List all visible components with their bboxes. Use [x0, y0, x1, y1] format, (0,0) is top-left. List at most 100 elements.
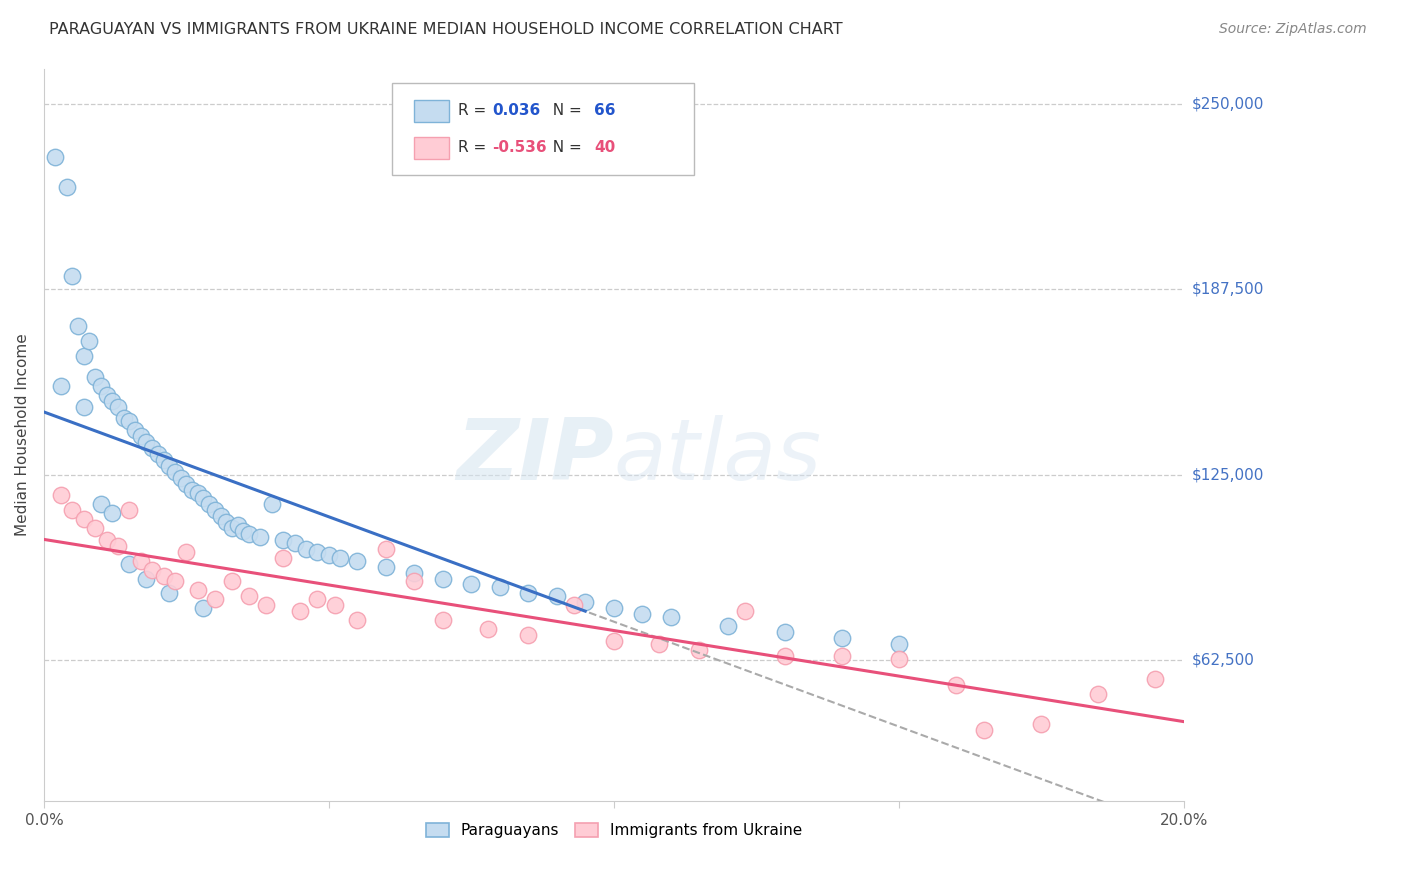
Point [238, 589, 260, 603]
Point [404, 574, 426, 589]
Point [432, 572, 454, 586]
Point [284, 536, 307, 550]
Point [101, 393, 124, 408]
Point [887, 637, 910, 651]
Point [187, 583, 209, 598]
Text: N =: N = [543, 140, 586, 155]
Text: PARAGUAYAN VS IMMIGRANTS FROM UKRAINE MEDIAN HOUSEHOLD INCOME CORRELATION CHART: PARAGUAYAN VS IMMIGRANTS FROM UKRAINE ME… [49, 22, 842, 37]
Point [517, 628, 540, 642]
Point [318, 548, 340, 562]
Text: 0.036: 0.036 [492, 103, 540, 119]
Point [648, 637, 671, 651]
Point [157, 458, 180, 473]
Point [374, 541, 396, 556]
Point [129, 554, 152, 568]
Point [129, 429, 152, 443]
Point [101, 506, 124, 520]
Point [489, 581, 512, 595]
Point [152, 453, 174, 467]
Point [973, 723, 995, 737]
Bar [415, 100, 449, 122]
Text: R =: R = [458, 140, 491, 155]
Point [96, 533, 118, 547]
Point [112, 411, 135, 425]
Point [460, 577, 482, 591]
Point [546, 589, 568, 603]
Legend: Paraguayans, Immigrants from Ukraine: Paraguayans, Immigrants from Ukraine [419, 817, 808, 845]
Point [73, 400, 96, 414]
Y-axis label: Median Household Income: Median Household Income [15, 334, 30, 536]
Point [404, 566, 426, 580]
Bar [415, 136, 449, 159]
Text: atlas: atlas [614, 415, 823, 498]
Point [163, 465, 186, 479]
Point [49, 488, 72, 502]
Text: -0.536: -0.536 [492, 140, 547, 155]
Point [157, 586, 180, 600]
Point [152, 568, 174, 582]
Point [260, 497, 283, 511]
Point [249, 530, 271, 544]
Point [226, 518, 249, 533]
Text: Source: ZipAtlas.com: Source: ZipAtlas.com [1219, 22, 1367, 37]
Point [945, 678, 967, 692]
Point [221, 521, 243, 535]
Point [346, 554, 368, 568]
Point [176, 476, 198, 491]
Point [323, 598, 346, 612]
Point [84, 370, 107, 384]
Point [118, 414, 141, 428]
Point [1031, 716, 1053, 731]
Point [84, 521, 107, 535]
FancyBboxPatch shape [391, 83, 693, 175]
Text: $187,500: $187,500 [1192, 282, 1264, 297]
Point [146, 447, 169, 461]
Point [141, 563, 163, 577]
Point [717, 619, 740, 633]
Point [734, 604, 756, 618]
Point [73, 349, 96, 363]
Point [204, 503, 226, 517]
Point [135, 572, 157, 586]
Point [181, 483, 204, 497]
Point [79, 334, 101, 349]
Text: 66: 66 [595, 103, 616, 119]
Point [44, 151, 66, 165]
Point [67, 319, 90, 334]
Text: N =: N = [543, 103, 586, 119]
Point [170, 471, 193, 485]
Point [271, 550, 294, 565]
Text: R =: R = [458, 103, 491, 119]
Point [307, 592, 329, 607]
Point [90, 378, 112, 392]
Point [124, 423, 146, 437]
Point [831, 631, 853, 645]
Point [118, 503, 141, 517]
Point [254, 598, 277, 612]
Point [55, 180, 77, 194]
Text: 40: 40 [595, 140, 616, 155]
Point [60, 268, 83, 283]
Point [773, 648, 796, 663]
Point [73, 512, 96, 526]
Point [238, 527, 260, 541]
Point [1144, 673, 1167, 687]
Point [187, 485, 209, 500]
Point [118, 557, 141, 571]
Point [215, 515, 238, 529]
Point [603, 633, 626, 648]
Point [135, 435, 157, 450]
Point [773, 624, 796, 639]
Point [659, 610, 682, 624]
Point [574, 595, 596, 609]
Point [176, 545, 198, 559]
Point [90, 497, 112, 511]
Text: ZIP: ZIP [456, 415, 614, 498]
Point [107, 400, 129, 414]
Point [887, 651, 910, 665]
Point [329, 550, 352, 565]
Point [204, 592, 226, 607]
Point [232, 524, 254, 538]
Point [1087, 687, 1109, 701]
Point [374, 559, 396, 574]
